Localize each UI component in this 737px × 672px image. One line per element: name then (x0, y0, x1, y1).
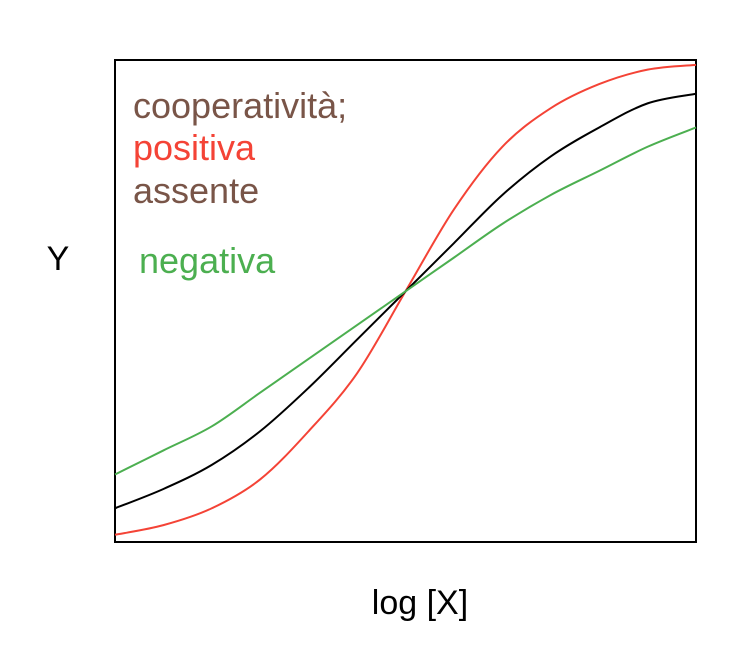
x-axis-label: log [X] (372, 584, 468, 622)
label-assente: assente (133, 170, 259, 211)
series-line-negativa (114, 126, 697, 476)
annotation-heading: cooperatività; (133, 85, 347, 126)
y-axis-label: Y (47, 240, 70, 278)
series-layer (114, 63, 697, 536)
plot-frame (114, 59, 697, 543)
label-negativa: negativa (139, 240, 276, 281)
label-positiva: positiva (133, 127, 256, 168)
